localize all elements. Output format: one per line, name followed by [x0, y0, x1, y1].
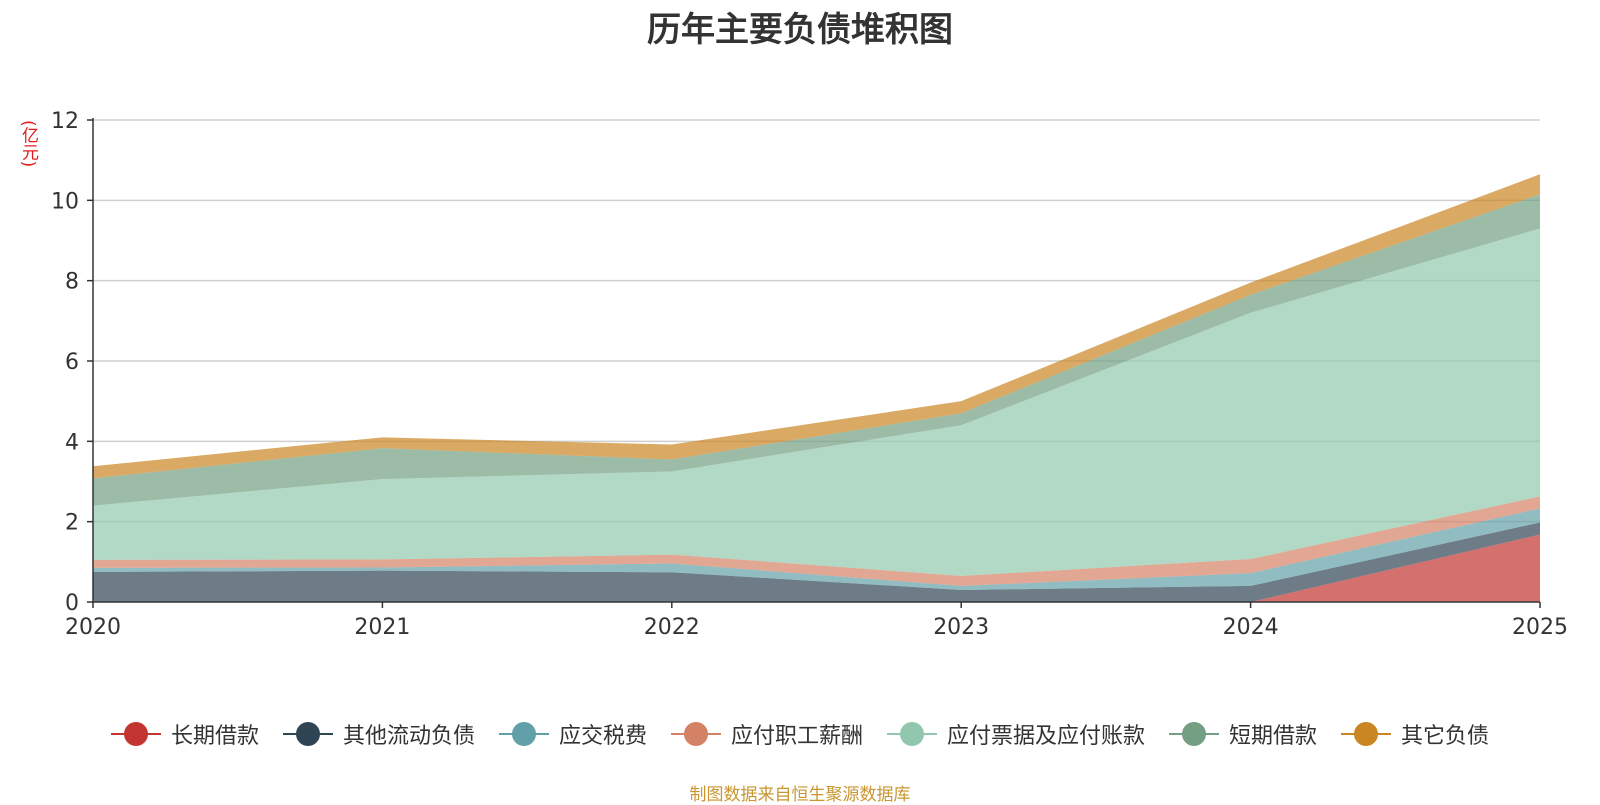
legend-marker-icon — [887, 720, 937, 748]
legend-label: 应付票据及应付账款 — [947, 724, 1146, 749]
legend-marker-icon — [282, 720, 333, 748]
source-note: 制图数据来自恒生聚源数据库 — [689, 785, 911, 805]
area-series-2[interactable] — [93, 522, 1540, 602]
legend-marker-icon — [498, 720, 549, 748]
area-series-3[interactable] — [93, 508, 1540, 590]
x-tick-label: 2025 — [1512, 615, 1568, 640]
x-tick-label: 2022 — [644, 615, 700, 640]
legend-item[interactable]: 应交税费 — [498, 718, 647, 750]
legend-label: 应付职工薪酬 — [730, 724, 863, 749]
legend-item[interactable]: 应付职工薪酬 — [670, 718, 863, 750]
y-tick-label: 0 — [65, 591, 79, 616]
y-tick-label: 6 — [65, 350, 79, 375]
chart-title: 历年主要负债堆积图 — [647, 10, 953, 50]
area-series-1[interactable] — [93, 534, 1540, 602]
legend-label: 短期借款 — [1229, 724, 1318, 749]
legend-label: 其他流动负债 — [342, 724, 475, 749]
legend-label: 长期借款 — [170, 724, 259, 749]
legend-label: 其它负债 — [1401, 724, 1490, 749]
x-tick-label: 2024 — [1223, 615, 1279, 640]
legend-item[interactable]: 应付票据及应付账款 — [887, 718, 1145, 750]
x-tick-label: 2020 — [65, 615, 121, 640]
x-tick-label: 2021 — [354, 615, 410, 640]
legend-item[interactable]: 长期借款 — [110, 718, 259, 750]
chart-legend: 长期借款 其他流动负债 应交税费 应付职工薪酬 应付票据及应付账款 短期借款 其它负债 — [0, 718, 1600, 750]
y-tick-label: 10 — [51, 189, 79, 214]
y-tick-label: 4 — [65, 430, 79, 455]
legend-marker-icon — [110, 720, 161, 748]
x-tick-label: 2023 — [933, 615, 989, 640]
y-tick-label: 12 — [51, 109, 79, 134]
legend-item[interactable]: 短期借款 — [1169, 718, 1317, 750]
legend-item[interactable]: 其他流动负债 — [282, 718, 475, 750]
legend-marker-icon — [1169, 720, 1220, 748]
y-tick-label: 2 — [65, 511, 79, 536]
area-series-5[interactable] — [93, 228, 1540, 576]
area-series-4[interactable] — [93, 496, 1540, 586]
y-tick-label: 8 — [65, 270, 79, 295]
legend-label: 应交税费 — [558, 724, 647, 749]
legend-marker-icon — [670, 720, 721, 748]
area-series-6[interactable] — [93, 194, 1540, 506]
legend-marker-icon — [1341, 720, 1392, 748]
legend-item[interactable]: 其它负债 — [1341, 718, 1489, 750]
y-axis-unit-label: (亿元) — [18, 120, 38, 168]
